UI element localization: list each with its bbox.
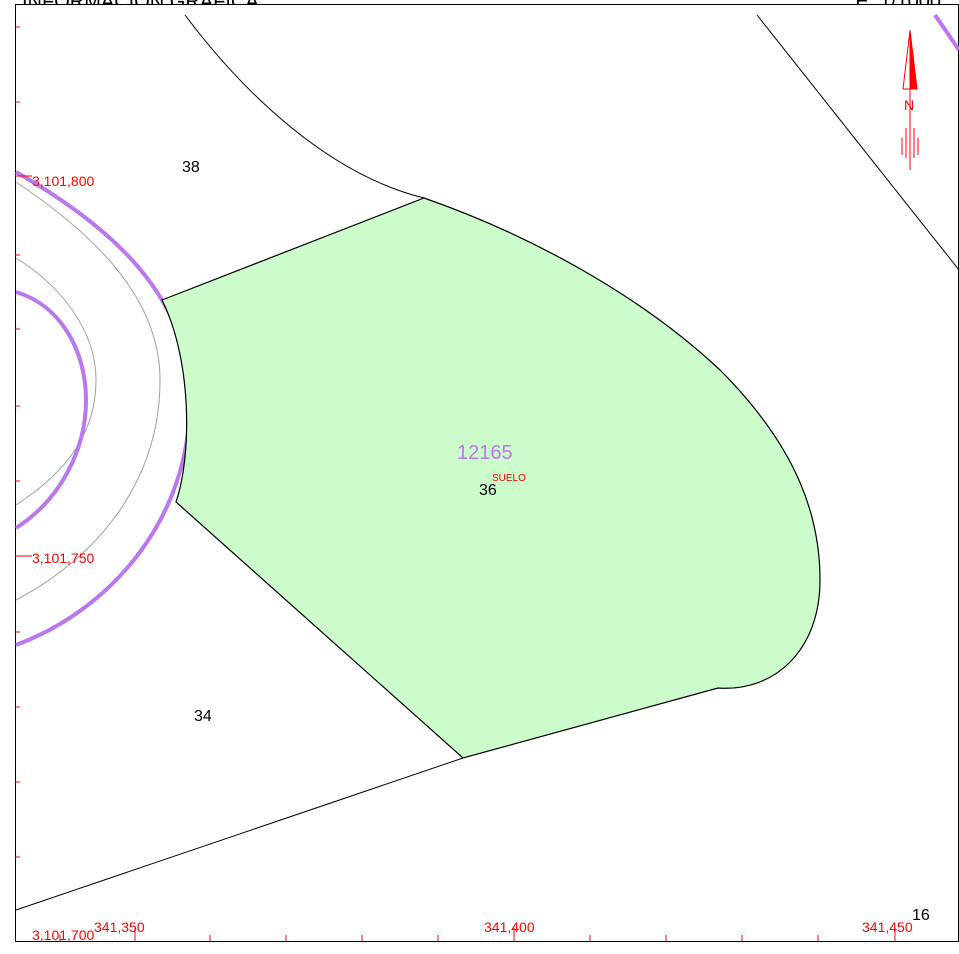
y-coordinate-label: 3,101,750 (32, 550, 94, 566)
land-use-label: SUELO (492, 473, 526, 484)
parcel-boundary-south (15, 757, 464, 911)
road-boundary-inner (14, 290, 89, 530)
north-letter: N (904, 97, 914, 113)
north-arrow-icon (901, 29, 919, 170)
parcel-boundary-east (756, 14, 959, 271)
parcel-label: 16 (912, 907, 930, 924)
x-coordinate-label: 341,350 (94, 919, 145, 935)
parcel-label: 38 (182, 159, 200, 176)
parcel-boundary-north (184, 14, 425, 199)
road-edge-inner (15, 257, 97, 506)
parcel-label: 34 (194, 708, 212, 725)
x-coordinate-label: 341,400 (484, 919, 535, 935)
x-coordinate-label: 341,450 (862, 919, 913, 935)
y-coordinate-label: 3,101,700 (32, 927, 94, 943)
selected-parcel[interactable] (161, 197, 821, 759)
x-axis-ticks (59, 935, 819, 941)
selected-parcel-number: 36 (479, 482, 497, 499)
road-edge-outer (15, 181, 161, 601)
y-coordinate-label: 3,101,800 (32, 173, 94, 189)
plot-reference: 12165 (457, 442, 513, 464)
y-axis-ticks (15, 26, 20, 858)
road-boundary-corner (933, 13, 959, 52)
